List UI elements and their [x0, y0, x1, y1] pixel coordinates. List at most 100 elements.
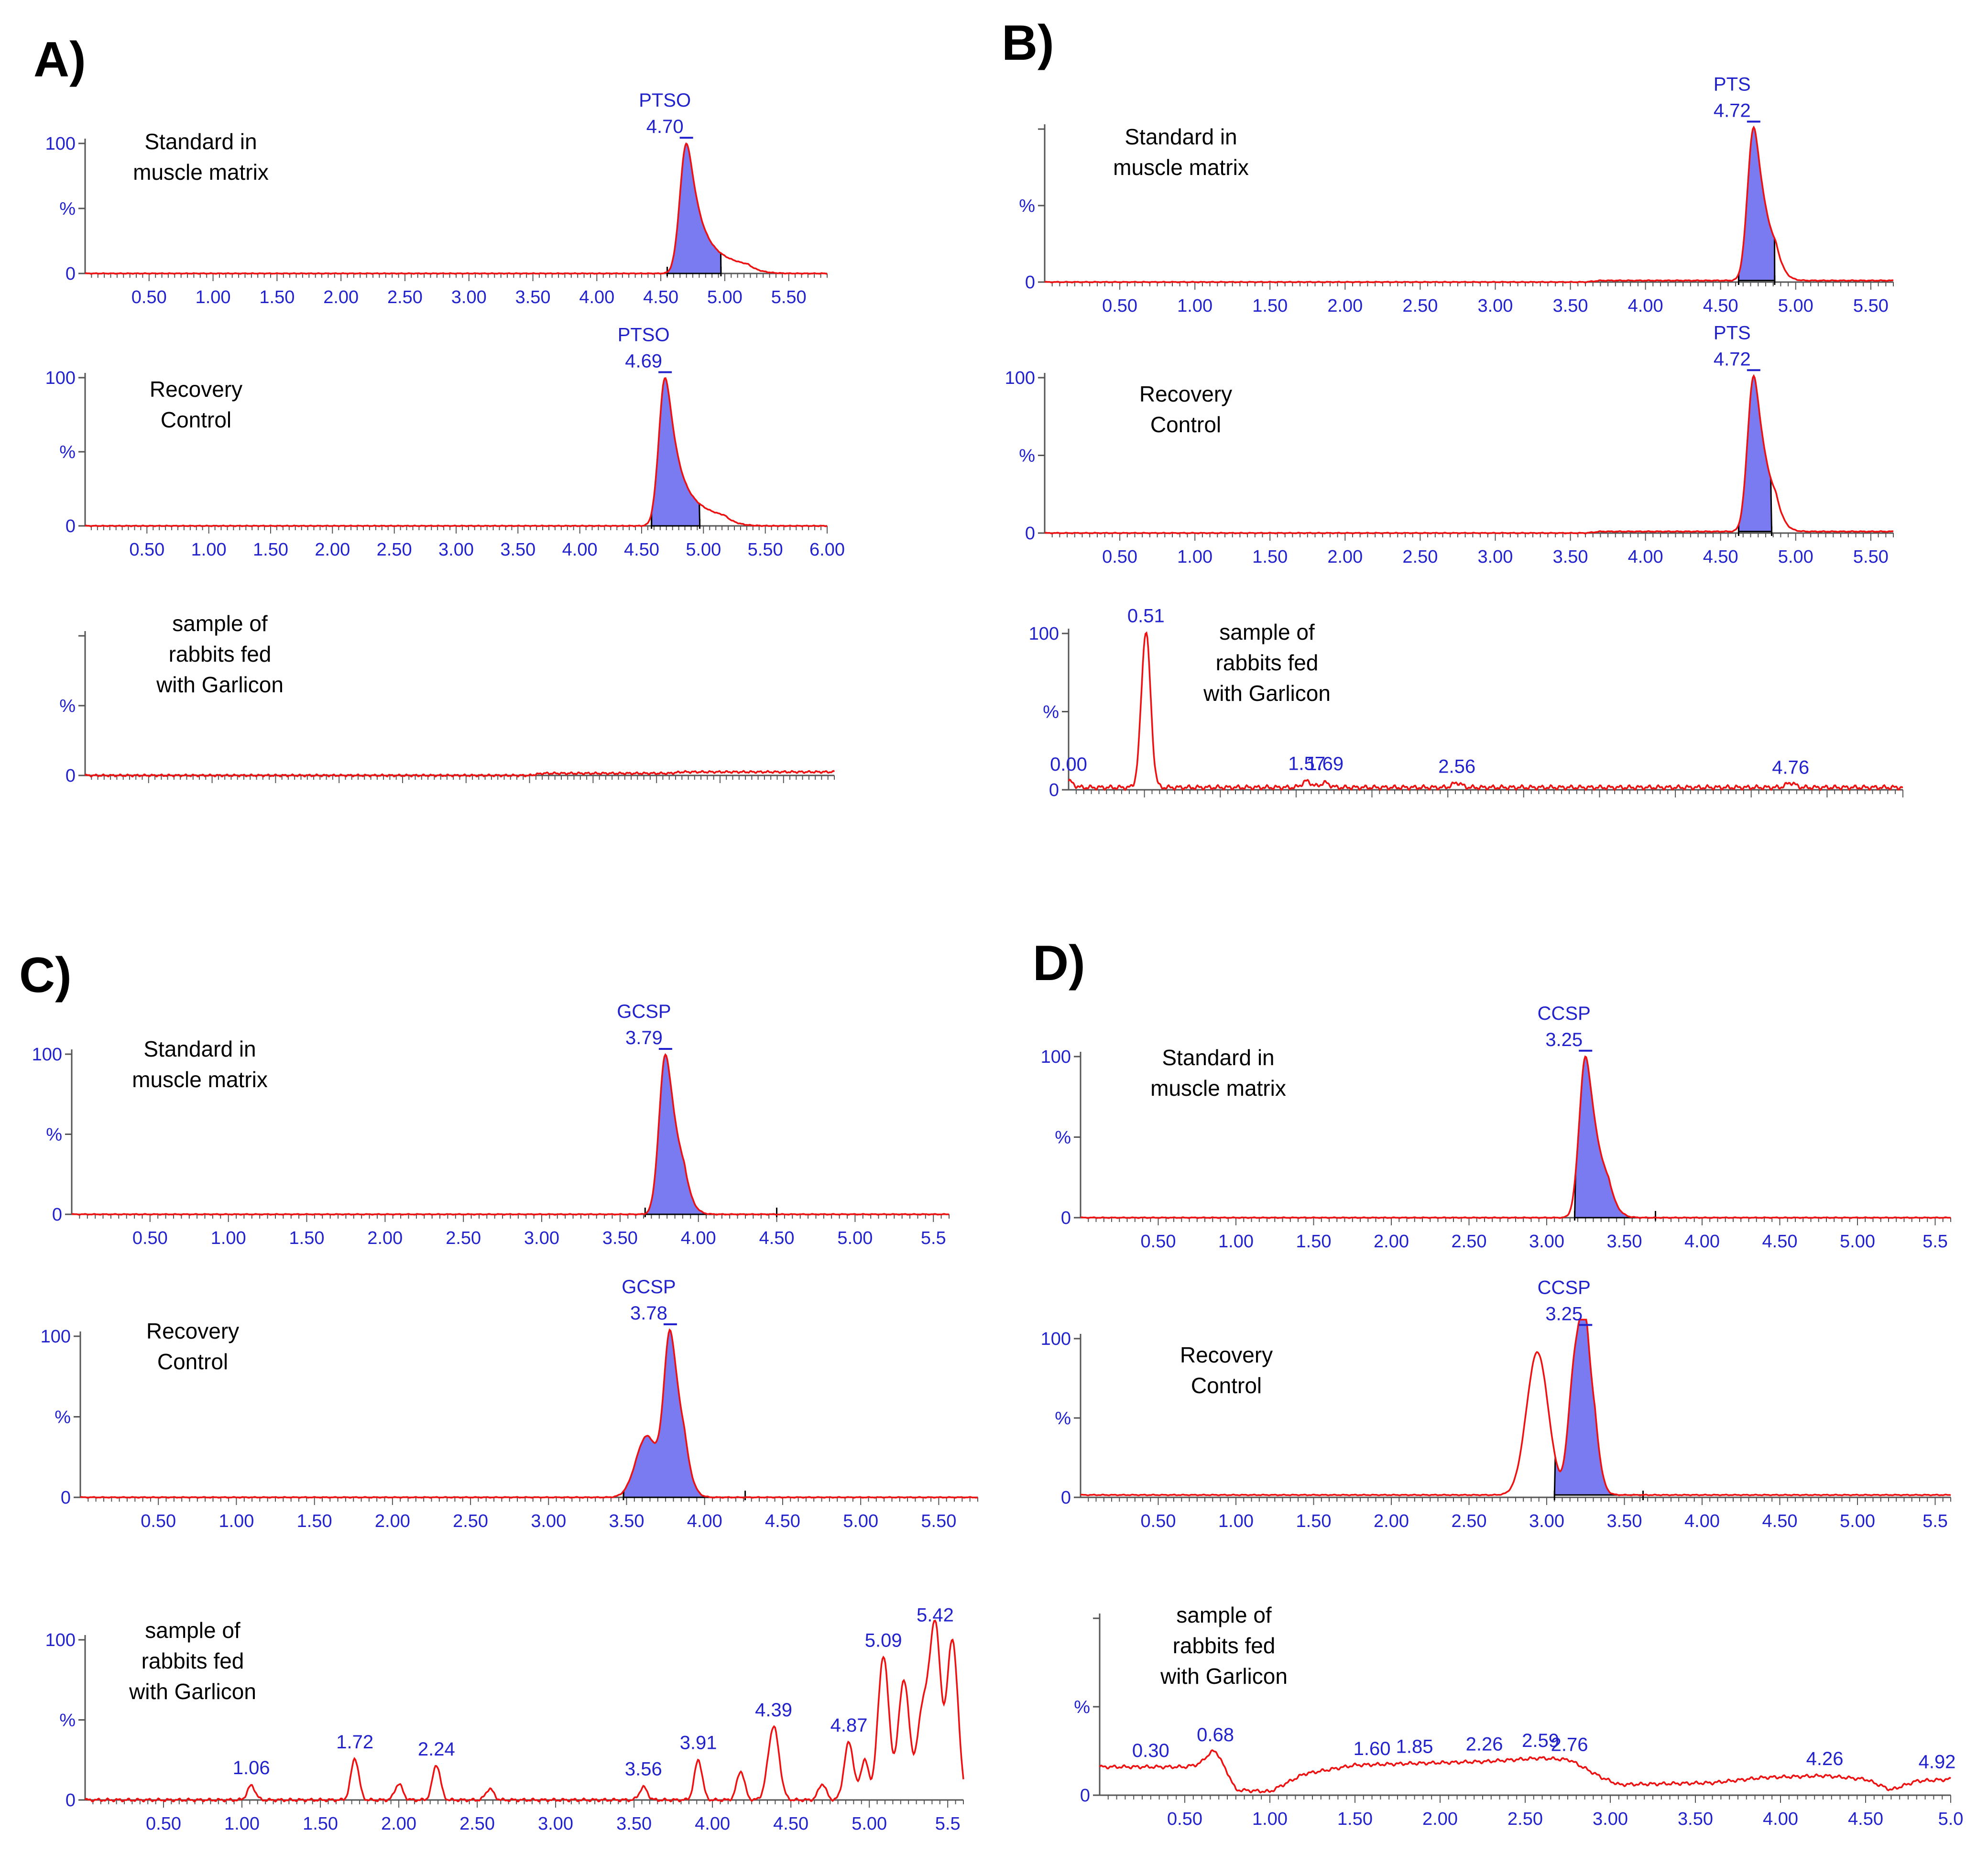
- x-tick-label: 2.50: [387, 287, 423, 307]
- y-tick-label: 100: [45, 1630, 76, 1650]
- x-tick-label: 4.00: [562, 540, 598, 560]
- x-tick-label: 2.50: [453, 1511, 488, 1531]
- x-tick-label: 4.00: [695, 1814, 730, 1834]
- y-tick-label: %: [1019, 196, 1035, 216]
- y-tick-label: 0: [66, 264, 76, 284]
- peak-label: 4.39: [755, 1700, 792, 1721]
- x-tick-label: 4.00: [1684, 1511, 1720, 1531]
- x-tick-label: 4.50: [773, 1814, 808, 1834]
- chart-10: Recovery Control 100% 0 0.50 1.00 1.50 2.00 2.50…: [1041, 1277, 1951, 1531]
- y-tick-label: 0: [1025, 523, 1035, 544]
- x-tick-label: 2.50: [1402, 547, 1438, 567]
- chart-1: Recovery Control 100% 0 0.50 1.00 1.50 2.00 2.50…: [45, 325, 845, 560]
- x-tick-label: 1.00: [1177, 547, 1212, 567]
- x-tick-label: 3.50: [609, 1511, 644, 1531]
- peak-label: CCSP: [1538, 1277, 1591, 1298]
- chart-description: muscle matrix: [133, 160, 269, 185]
- peak-label: 4.69: [625, 351, 662, 372]
- chromatogram-trace: [80, 1328, 978, 1499]
- x-tick-label: 2.00: [1422, 1809, 1458, 1829]
- x-tick-label: 1.00: [224, 1814, 260, 1834]
- y-tick-label: %: [1055, 1408, 1071, 1429]
- x-tick-label: 3.00: [538, 1814, 573, 1834]
- x-tick-label: 2.00: [1374, 1232, 1409, 1252]
- chart-description: Control: [1150, 412, 1221, 437]
- chart-description: Standard in: [1125, 124, 1237, 149]
- x-tick-label: 3.50: [500, 540, 535, 560]
- chart-description: rabbits fed: [1216, 650, 1319, 675]
- x-tick-label: 3.50: [602, 1228, 638, 1248]
- x-tick-label: 2.50: [377, 540, 412, 560]
- peak-label: 5.42: [917, 1604, 954, 1625]
- x-tick-label: 5.00: [837, 1228, 873, 1248]
- x-tick-label: 2.50: [1507, 1809, 1543, 1829]
- x-tick-label: 4.00: [1684, 1232, 1720, 1252]
- x-tick-label: 5.5: [935, 1814, 961, 1834]
- x-tick-label: 0.50: [1167, 1809, 1202, 1829]
- x-tick-label: 1.50: [1252, 547, 1288, 567]
- x-tick-label: 2.00: [1327, 547, 1363, 567]
- x-tick-label: 5.00: [852, 1814, 887, 1834]
- x-tick-label: 5.50: [1853, 547, 1889, 567]
- y-tick-label: 100: [1005, 368, 1035, 388]
- y-tick-label: 0: [66, 516, 76, 536]
- panel-d-label: D): [1033, 936, 1085, 991]
- peak-label: 1.06: [233, 1757, 270, 1778]
- peak-label: 3.78: [630, 1303, 667, 1324]
- chart-description: Recovery: [1180, 1342, 1273, 1367]
- integrated-peak-area: [1553, 1319, 1643, 1496]
- peak-label: 4.87: [830, 1715, 868, 1736]
- y-tick-label: 0: [1061, 1488, 1071, 1508]
- x-tick-label: 5.00: [843, 1511, 878, 1531]
- peak-label: 3.91: [680, 1733, 717, 1754]
- panel-b-label: B): [1002, 15, 1054, 71]
- x-tick-label: 1.00: [211, 1228, 246, 1248]
- x-tick-label: 1.00: [1218, 1511, 1254, 1531]
- x-minor-ticks: [87, 1497, 978, 1505]
- chromatogram-trace: [71, 1053, 950, 1216]
- x-tick-label: 3.50: [1553, 547, 1588, 567]
- x-tick-label: 1.00: [218, 1511, 254, 1531]
- x-tick-label: 1.50: [1252, 296, 1288, 316]
- chart-8: sample of rabbits fed with Garlicon 100% 0 0.…: [45, 1604, 964, 1834]
- x-tick-label: 3.00: [1477, 296, 1513, 316]
- chart-description: with Garlicon: [1160, 1664, 1288, 1689]
- x-minor-ticks: [1051, 282, 1894, 290]
- y-tick-label: %: [59, 696, 76, 716]
- y-tick-label: %: [55, 1407, 71, 1428]
- peak-label: 4.92: [1919, 1751, 1956, 1772]
- x-tick-label: 0.50: [1102, 296, 1137, 316]
- x-tick-label: 3.00: [1593, 1809, 1628, 1829]
- peak-label: 3.79: [625, 1027, 663, 1048]
- x-tick-label: 2.50: [459, 1814, 495, 1834]
- x-minor-ticks: [1107, 1795, 1951, 1803]
- integrated-peak-area: [644, 1053, 778, 1216]
- peak-label: 1.60: [1354, 1738, 1391, 1759]
- x-tick-label: 5.0: [1938, 1809, 1964, 1829]
- y-tick-label: 100: [45, 368, 76, 388]
- peak-label: 5.09: [865, 1630, 902, 1651]
- x-minor-ticks: [91, 775, 835, 783]
- peak-label: 4.72: [1714, 349, 1751, 370]
- x-tick-label: 4.00: [1628, 547, 1663, 567]
- x-tick-label: 5.00: [1778, 296, 1813, 316]
- x-tick-label: 3.00: [438, 540, 474, 560]
- integrated-peak-area: [1737, 126, 1776, 282]
- peak-label: 3.56: [625, 1758, 662, 1779]
- peak-label: 2.56: [1438, 756, 1475, 777]
- chromatogram-trace: [1044, 374, 1894, 534]
- x-tick-label: 2.00: [1327, 296, 1363, 316]
- peak-label: PTSO: [618, 325, 670, 346]
- x-tick-label: 2.50: [1402, 296, 1438, 316]
- peak-label: PTS: [1714, 322, 1751, 343]
- peak-label: 4.70: [646, 116, 684, 137]
- x-tick-label: 5.5: [921, 1228, 946, 1248]
- y-tick-label: 0: [1080, 1786, 1090, 1806]
- chart-5: sample of rabbits fed with Garlicon 100% 0 0.…: [1029, 606, 1903, 800]
- x-tick-label: 5.00: [707, 287, 743, 307]
- y-tick-label: %: [1074, 1697, 1090, 1717]
- peak-label: 2.24: [418, 1739, 455, 1760]
- chart-description: Standard in: [144, 129, 257, 154]
- peak-label: 1.85: [1396, 1736, 1433, 1757]
- x-tick-label: 5.5: [1922, 1511, 1948, 1531]
